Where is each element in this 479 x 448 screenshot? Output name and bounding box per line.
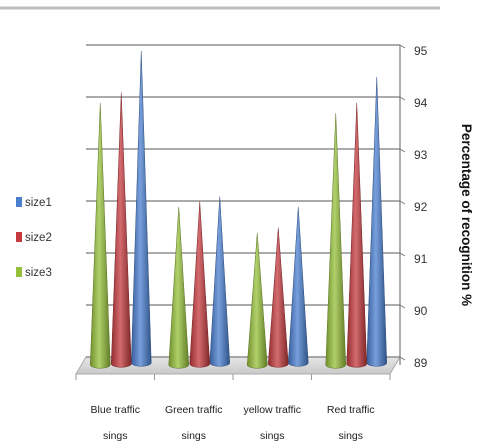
y-tick: [399, 200, 406, 205]
cone-size3-shape: [325, 113, 347, 369]
y-tick-label: 95: [414, 44, 428, 58]
y-tick-label: 91: [414, 252, 428, 266]
y-tick-label: 93: [414, 148, 428, 162]
cone-size1-1: [209, 196, 231, 367]
x-category-label: Green traffic: [165, 404, 223, 416]
x-category-label-line2: sings: [181, 430, 206, 442]
y-axis: 89 90 91 92 93 94 95: [75, 44, 428, 380]
y-tick: [399, 44, 406, 49]
legend-item-size1: size1: [16, 197, 52, 209]
y-tick-label: 89: [414, 356, 428, 370]
y-tick: [399, 252, 406, 257]
legend-swatch: [16, 197, 22, 207]
x-category-label: Blue traffic: [91, 404, 140, 416]
legend-item-size2: size2: [16, 232, 52, 244]
cone-size1-0: [130, 50, 152, 367]
x-category-label: yellow traffic: [243, 404, 301, 416]
x-category-label-line2: sings: [260, 430, 285, 442]
y-tick: [399, 356, 406, 361]
x-category-label: Red traffic: [327, 404, 375, 416]
legend-label: size1: [25, 197, 52, 209]
legend: size1 size2 size3: [16, 197, 52, 279]
y-tick: [399, 304, 406, 309]
cone-size3-2: [246, 232, 268, 369]
y-tick-label: 92: [414, 200, 428, 214]
cone-size2-shape: [267, 227, 289, 368]
y-tick-label: 90: [414, 304, 428, 318]
x-category-label-line2: sings: [338, 430, 363, 442]
x-category-label-line2: sings: [103, 430, 128, 442]
y-tick: [399, 96, 406, 101]
cone-size3-shape: [89, 102, 111, 369]
x-axis-labels: Blue traffic sings Green traffic sings yello…: [91, 404, 375, 442]
cone-size2-3: [346, 102, 368, 368]
bars: [89, 50, 388, 369]
cone-size1-shape: [130, 50, 152, 367]
y-tick-label: 94: [414, 96, 428, 110]
cone-size3-1: [168, 206, 190, 369]
cone-size3-shape: [168, 206, 190, 369]
legend-swatch: [16, 267, 22, 277]
legend-swatch: [16, 232, 22, 242]
y-axis-title: Percentage of recognition %: [459, 124, 474, 306]
cone-size3-shape: [246, 232, 268, 369]
cone-size1-shape: [209, 196, 231, 367]
cone-size2-1: [189, 201, 211, 368]
legend-label: size3: [25, 267, 52, 279]
y-tick: [399, 148, 406, 153]
cone-size2-shape: [110, 92, 132, 368]
cone-size1-3: [366, 76, 388, 367]
cone-size2-2: [267, 227, 289, 368]
cone-size2-shape: [189, 201, 211, 368]
cone-size2-shape: [346, 102, 368, 368]
cone-size1-2: [287, 206, 309, 367]
cone-size2-0: [110, 92, 132, 368]
cone-size1-shape: [366, 76, 388, 367]
legend-label: size2: [25, 232, 52, 244]
cone-size3-0: [89, 102, 111, 369]
legend-item-size3: size3: [16, 267, 52, 279]
cone-size3-3: [325, 113, 347, 369]
cone-size1-shape: [287, 206, 309, 367]
